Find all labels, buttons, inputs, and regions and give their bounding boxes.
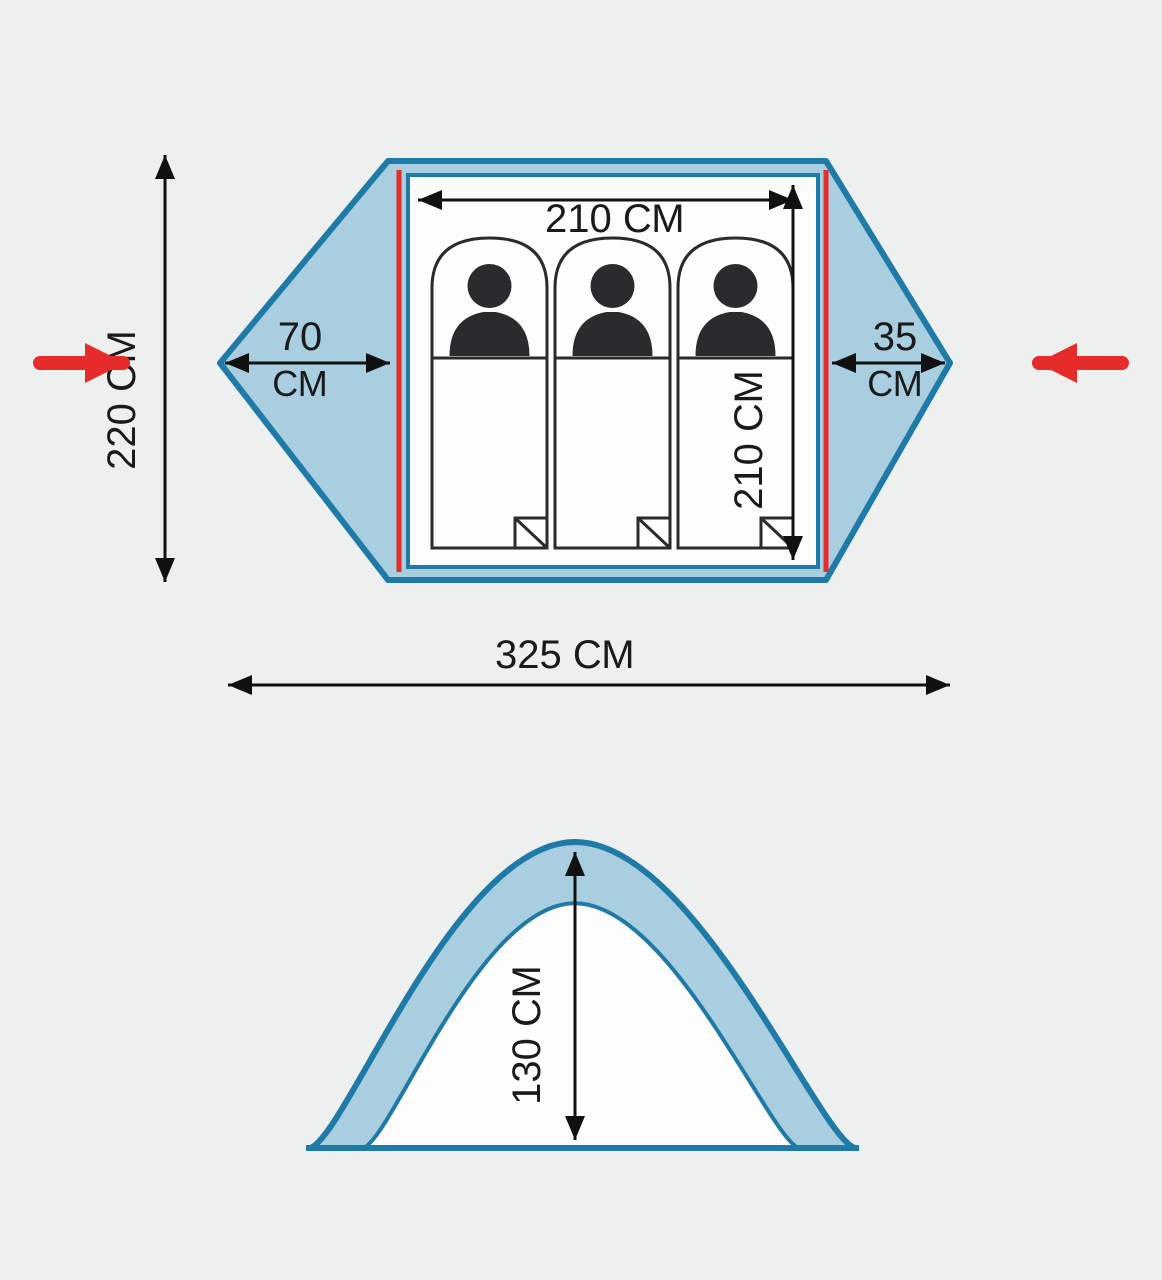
dim-vest-left-value-label: 70 (278, 315, 323, 359)
dim-inner-height-label: 210 СМ (727, 370, 771, 510)
sleeping-bag (432, 238, 547, 548)
dim-inner-width-label: 210 СМ (545, 197, 685, 241)
person-icon (468, 264, 512, 308)
sleeping-bag (555, 238, 670, 548)
tent-diagram: 210 СМ210 СМ70СМ35СМ220 СМ325 СМ130 СМ (0, 0, 1162, 1280)
person-icon (714, 264, 758, 308)
dim-outer-height-label: 220 СМ (100, 330, 144, 470)
dim-vest-right-value-label: 35 (873, 315, 918, 359)
person-icon (591, 264, 635, 308)
dim-vest-right-unit-label: СМ (867, 363, 923, 404)
dim-vest-left-unit-label: СМ (272, 363, 328, 404)
dim-outer-width-label: 325 СМ (495, 633, 635, 677)
dim-side-height-label: 130 СМ (505, 965, 549, 1105)
